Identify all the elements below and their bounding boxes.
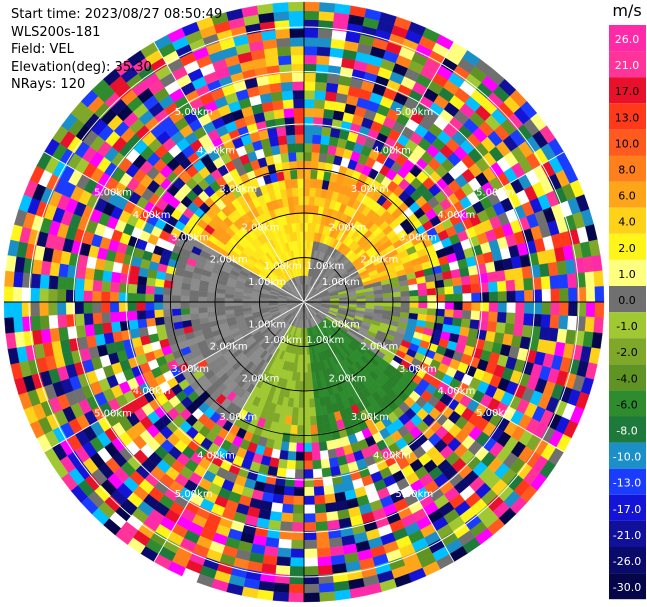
- colorbar-tick-label: -2.0: [616, 346, 637, 359]
- colorbar-tick-label: 21.0: [615, 59, 640, 72]
- range-ring-label: 1.00km: [322, 277, 360, 288]
- colorbar-swatch: [609, 129, 646, 156]
- instrument-name: WLS200s-181: [11, 24, 101, 40]
- range-ring-label: 5.00km: [476, 408, 514, 419]
- colorbar-swatch: [609, 233, 646, 260]
- colorbar-swatch: [609, 547, 646, 574]
- colorbar-swatch: [609, 51, 646, 78]
- colorbar-swatch: [609, 207, 646, 234]
- range-ring-label: 4.00km: [373, 450, 411, 461]
- range-ring-label: 3.00km: [171, 364, 209, 375]
- colorbar-tick-label: -4.0: [616, 372, 637, 385]
- range-ring-labels: 1.00km 1.00km 1.00km 1.00km 1.00km 1.00km 1.00…: [94, 107, 514, 500]
- range-ring-label: 3.00km: [399, 232, 437, 243]
- range-ring-label: 4.00km: [133, 210, 171, 221]
- colorbar-tick-label: 10.0: [615, 137, 640, 150]
- colorbar-swatch: [609, 494, 646, 521]
- colorbar-swatch: [609, 312, 646, 339]
- range-ring-label: 2.00km: [210, 255, 248, 266]
- field-text: Field: VEL: [11, 42, 74, 57]
- colorbar-swatch: [609, 520, 646, 547]
- range-ring-label: 3.00km: [171, 232, 209, 243]
- colorbar-swatch: [609, 181, 646, 208]
- elevation-text: Elevation(deg): 35.30: [11, 59, 152, 75]
- range-ring-label: 4.00km: [133, 386, 171, 397]
- colorbar-tick-label: -13.0: [613, 477, 641, 490]
- colorbar-tick-label: -6.0: [616, 398, 637, 411]
- range-ring-label: 1.00km: [306, 335, 344, 346]
- range-ring-label: 1.00km: [264, 261, 302, 272]
- colorbar-swatch: [609, 364, 646, 391]
- range-ring-label: 3.00km: [219, 412, 257, 423]
- range-ring-label: 5.00km: [94, 188, 132, 199]
- colorbar-swatch: [609, 468, 646, 495]
- colorbar-tick-label: 17.0: [615, 85, 640, 98]
- colorbar-swatch: [609, 416, 646, 443]
- range-ring-label: 1.00km: [322, 319, 360, 330]
- range-ring-label: 2.00km: [242, 373, 280, 384]
- velocity-field: [3, 1, 605, 603]
- colorbar-tick-label: -17.0: [613, 503, 641, 516]
- colorbar-tick-label: -1.0: [616, 320, 637, 333]
- colorbar-swatch: [609, 442, 646, 469]
- range-ring-label: 2.00km: [329, 223, 367, 234]
- range-ring-label: 1.00km: [306, 261, 344, 272]
- colorbar-unit: m/s: [612, 1, 641, 20]
- colorbar-swatch: [609, 286, 646, 313]
- colorbar-tick-label: -10.0: [613, 451, 641, 464]
- range-ring-label: 2.00km: [242, 223, 280, 234]
- velocity-colorbar: m/s 26.0 21.0 17.0 13.0 10.0 8.0 6.0 4.0 2.0 1.0 0…: [609, 1, 646, 600]
- colorbar-swatch: [609, 77, 646, 104]
- scan-info: Start time: 2023/08/27 08:50:49 WLS200s-…: [11, 6, 222, 94]
- colorbar-tick-label: -21.0: [613, 529, 641, 542]
- nrays-text: NRays: 120: [11, 77, 86, 92]
- colorbar-swatch: [609, 390, 646, 417]
- range-ring-label: 3.00km: [351, 184, 389, 195]
- range-ring-label: 2.00km: [329, 373, 367, 384]
- colorbar-swatch: [609, 155, 646, 182]
- colorbar-tick-label: 26.0: [615, 33, 640, 46]
- range-ring-label: 4.00km: [197, 450, 235, 461]
- colorbar-tick-label: 8.0: [618, 164, 636, 177]
- range-ring-label: 5.00km: [476, 188, 514, 199]
- range-ring-label: 2.00km: [360, 342, 398, 353]
- colorbar-swatch: [609, 103, 646, 130]
- colorbar-tick-label: 4.0: [618, 216, 636, 229]
- range-ring-label: 1.00km: [248, 277, 286, 288]
- range-ring-label: 4.00km: [437, 386, 475, 397]
- range-ring-label: 4.00km: [437, 210, 475, 221]
- colorbar-swatch: [609, 573, 646, 600]
- colorbar-tick-label: 0.0: [618, 294, 636, 307]
- range-ring-label: 1.00km: [248, 319, 286, 330]
- range-rings: [4, 2, 604, 602]
- colorbar-tick-label: -8.0: [616, 425, 637, 438]
- colorbar-tick-label: 2.0: [618, 242, 636, 255]
- range-ring-label: 5.00km: [175, 107, 213, 118]
- range-ring-label: 4.00km: [373, 146, 411, 157]
- range-ring-label: 1.00km: [264, 335, 302, 346]
- colorbar-tick-label: -30.0: [613, 581, 641, 594]
- colorbar-tick-label: 6.0: [618, 190, 636, 203]
- range-ring-label: 2.00km: [360, 255, 398, 266]
- range-ring-label: 4.00km: [197, 146, 235, 157]
- range-ring-label: 5.00km: [94, 408, 132, 419]
- range-ring-label: 5.00km: [395, 489, 433, 500]
- start-time-text: Start time: 2023/08/27 08:50:49: [11, 7, 223, 22]
- range-ring-label: 2.00km: [210, 342, 248, 353]
- colorbar-tick-label: 13.0: [615, 111, 640, 124]
- colorbar-swatch: [609, 25, 646, 52]
- range-ring-label: 3.00km: [351, 412, 389, 423]
- colorbar-swatch: [609, 338, 646, 365]
- range-ring-label: 3.00km: [219, 184, 257, 195]
- colorbar-tick-label: 1.0: [618, 268, 636, 281]
- range-ring-label: 3.00km: [399, 364, 437, 375]
- range-ring-label: 5.00km: [175, 489, 213, 500]
- colorbar-tick-label: -26.0: [613, 555, 641, 568]
- range-ring-label: 5.00km: [395, 107, 433, 118]
- colorbar-swatch: [609, 259, 646, 286]
